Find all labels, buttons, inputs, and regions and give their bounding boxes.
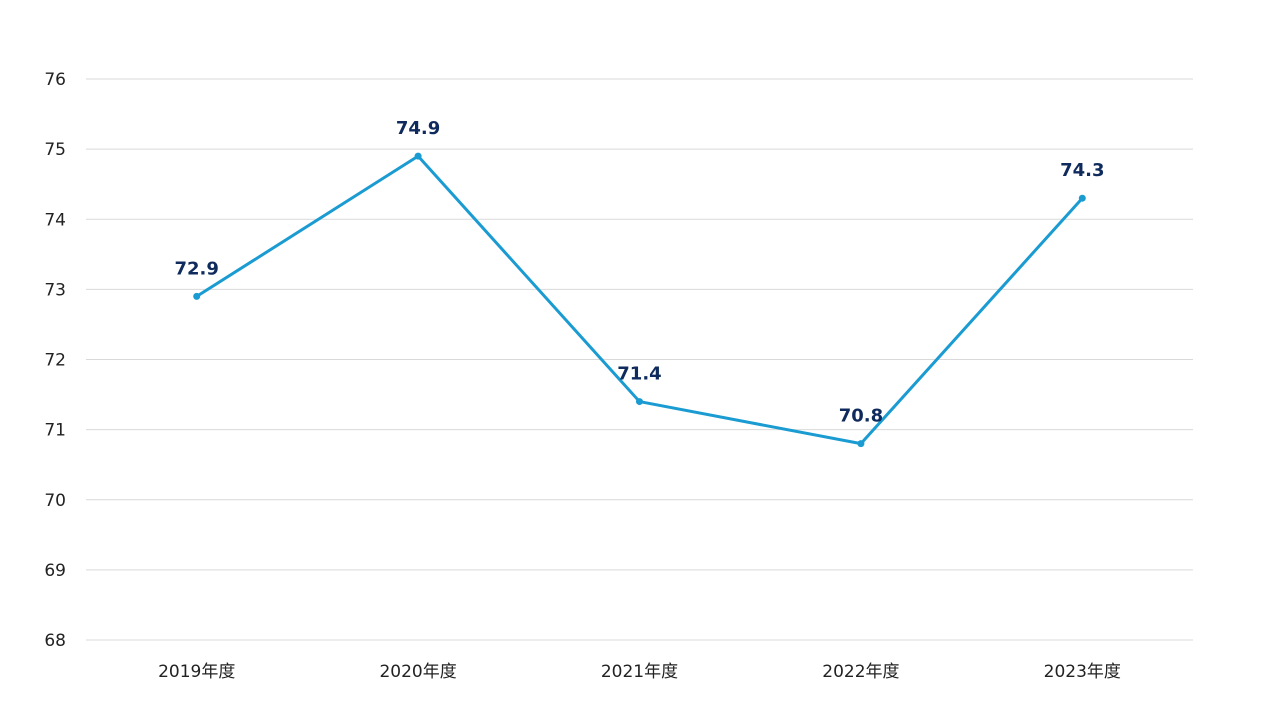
data-label: 74.3 <box>1060 160 1104 181</box>
data-point <box>636 398 643 406</box>
data-point <box>414 152 422 160</box>
data-labels: 72.9 74.9 71.4 70.8 74.3 <box>174 118 1104 427</box>
y-tick-label: 74 <box>44 210 66 230</box>
x-tick-label: 2021年度 <box>601 662 678 682</box>
x-tick-label: 2023年度 <box>1044 662 1121 682</box>
x-axis-ticks: 2019年度 2020年度 2021年度 2022年度 2023年度 <box>158 662 1121 682</box>
data-label: 72.9 <box>174 258 218 279</box>
y-tick-label: 69 <box>44 561 66 581</box>
y-axis-ticks: 68 69 70 71 72 73 74 75 76 <box>44 70 66 651</box>
data-point <box>193 292 201 300</box>
y-tick-label: 68 <box>44 631 66 651</box>
y-tick-label: 71 <box>44 421 66 441</box>
x-tick-label: 2020年度 <box>379 662 456 682</box>
y-tick-label: 72 <box>44 351 66 371</box>
data-label: 70.8 <box>839 406 883 427</box>
data-label: 71.4 <box>617 364 661 385</box>
y-tick-label: 75 <box>44 140 66 160</box>
y-tick-label: 70 <box>44 491 66 511</box>
x-tick-label: 2019年度 <box>158 662 235 682</box>
data-point <box>1078 194 1086 202</box>
x-tick-label: 2022年度 <box>822 662 899 682</box>
series <box>193 152 1086 448</box>
y-tick-label: 73 <box>44 280 66 300</box>
gridlines <box>86 78 1193 641</box>
data-point <box>857 440 865 448</box>
data-label: 74.9 <box>396 118 440 139</box>
y-tick-label: 76 <box>44 70 66 90</box>
